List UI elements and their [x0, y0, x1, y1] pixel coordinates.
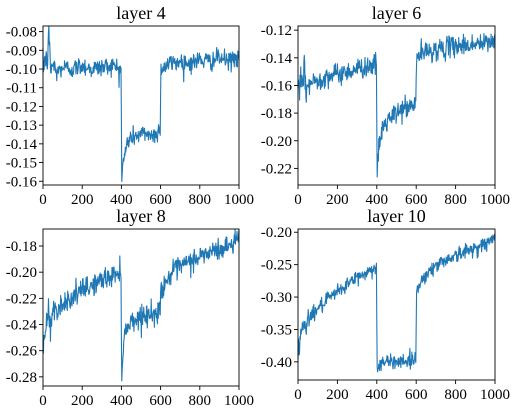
x-tick-label: 600	[405, 192, 428, 208]
x-tick-label: 400	[366, 387, 389, 403]
y-tick-label: -0.40	[261, 355, 292, 371]
y-tick-label: -0.18	[261, 106, 292, 122]
y-tick-label: -0.35	[261, 322, 292, 338]
y-tick-label: -0.14	[6, 137, 38, 153]
y-tick-label: -0.08	[6, 25, 37, 41]
y-tick-label: -0.12	[6, 99, 37, 115]
x-tick-label: 800	[444, 387, 467, 403]
x-tick-label: 0	[39, 192, 47, 208]
x-tick-label: 200	[71, 393, 94, 409]
axes-frame	[297, 25, 496, 186]
series-line-1	[42, 228, 240, 382]
y-tick-label: -0.16	[261, 78, 293, 94]
y-tick-label: -0.28	[6, 370, 37, 386]
axes-frame	[42, 25, 240, 186]
y-tick-label: -0.10	[6, 62, 37, 78]
y-tick-label: -0.16	[6, 174, 38, 190]
y-tick-label: -0.20	[6, 265, 37, 281]
series-line-1	[297, 233, 496, 373]
chart-title: layer 6	[372, 3, 421, 23]
series-line-1	[42, 25, 240, 183]
y-tick-label: -0.11	[6, 81, 37, 97]
x-tick-label: 200	[326, 192, 349, 208]
y-tick-label: -0.20	[261, 134, 292, 150]
x-tick-label: 400	[110, 192, 133, 208]
chart-title: layer 10	[367, 206, 425, 226]
y-tick-label: -0.15	[6, 156, 37, 172]
x-tick-label: 0	[39, 393, 47, 409]
chart-panel-2: 0 200 400 600 800 1000 -0.12 -0.14 -0.16 -0.18 -0.…	[261, 3, 510, 208]
x-tick-label: 600	[405, 387, 428, 403]
x-tick-label: 200	[326, 387, 349, 403]
x-tick-label: 200	[71, 192, 94, 208]
x-tick-label: 800	[189, 192, 212, 208]
x-tick-label: 800	[444, 192, 467, 208]
y-tick-label: -0.20	[261, 225, 292, 241]
x-tick-label: 1000	[224, 192, 254, 208]
x-tick-label: 800	[189, 393, 212, 409]
x-tick-label: 600	[149, 192, 172, 208]
x-tick-label: 400	[110, 393, 133, 409]
y-tick-label: -0.13	[6, 118, 37, 134]
y-tick-label: -0.26	[6, 344, 38, 360]
y-tick-label: -0.25	[261, 258, 292, 274]
x-tick-label: 1000	[480, 387, 510, 403]
series-line-1	[297, 33, 496, 178]
chart-title: layer 8	[116, 206, 165, 226]
x-tick-label: 0	[294, 387, 302, 403]
chart-panel-1: 0 200 400 600 800 1000 -0.08 -0.09 -0.10 -0.11 -0.…	[6, 3, 254, 208]
axes-frame	[297, 228, 496, 381]
chart-panel-3: 0 200 400 600 800 1000 -0.18 -0.20 -0.22 -0.24 -0.…	[6, 206, 254, 409]
y-tick-label: -0.09	[6, 43, 37, 59]
y-tick-label: -0.24	[6, 318, 38, 334]
chart-title: layer 4	[116, 3, 165, 23]
x-tick-label: 0	[294, 192, 302, 208]
y-tick-label: -0.22	[261, 161, 292, 177]
x-tick-label: 1000	[480, 192, 510, 208]
chart-panel-4: 0 200 400 600 800 1000 -0.20 -0.25 -0.30 -0.35 -0.…	[261, 206, 510, 403]
y-tick-label: -0.14	[261, 51, 293, 67]
y-tick-label: -0.18	[6, 239, 37, 255]
y-tick-label: -0.30	[261, 290, 292, 306]
y-tick-label: -0.12	[261, 23, 292, 39]
x-tick-label: 1000	[224, 393, 254, 409]
x-tick-label: 600	[149, 393, 172, 409]
y-tick-label: -0.22	[6, 291, 37, 307]
axes-frame	[42, 228, 240, 387]
x-tick-label: 400	[366, 192, 389, 208]
